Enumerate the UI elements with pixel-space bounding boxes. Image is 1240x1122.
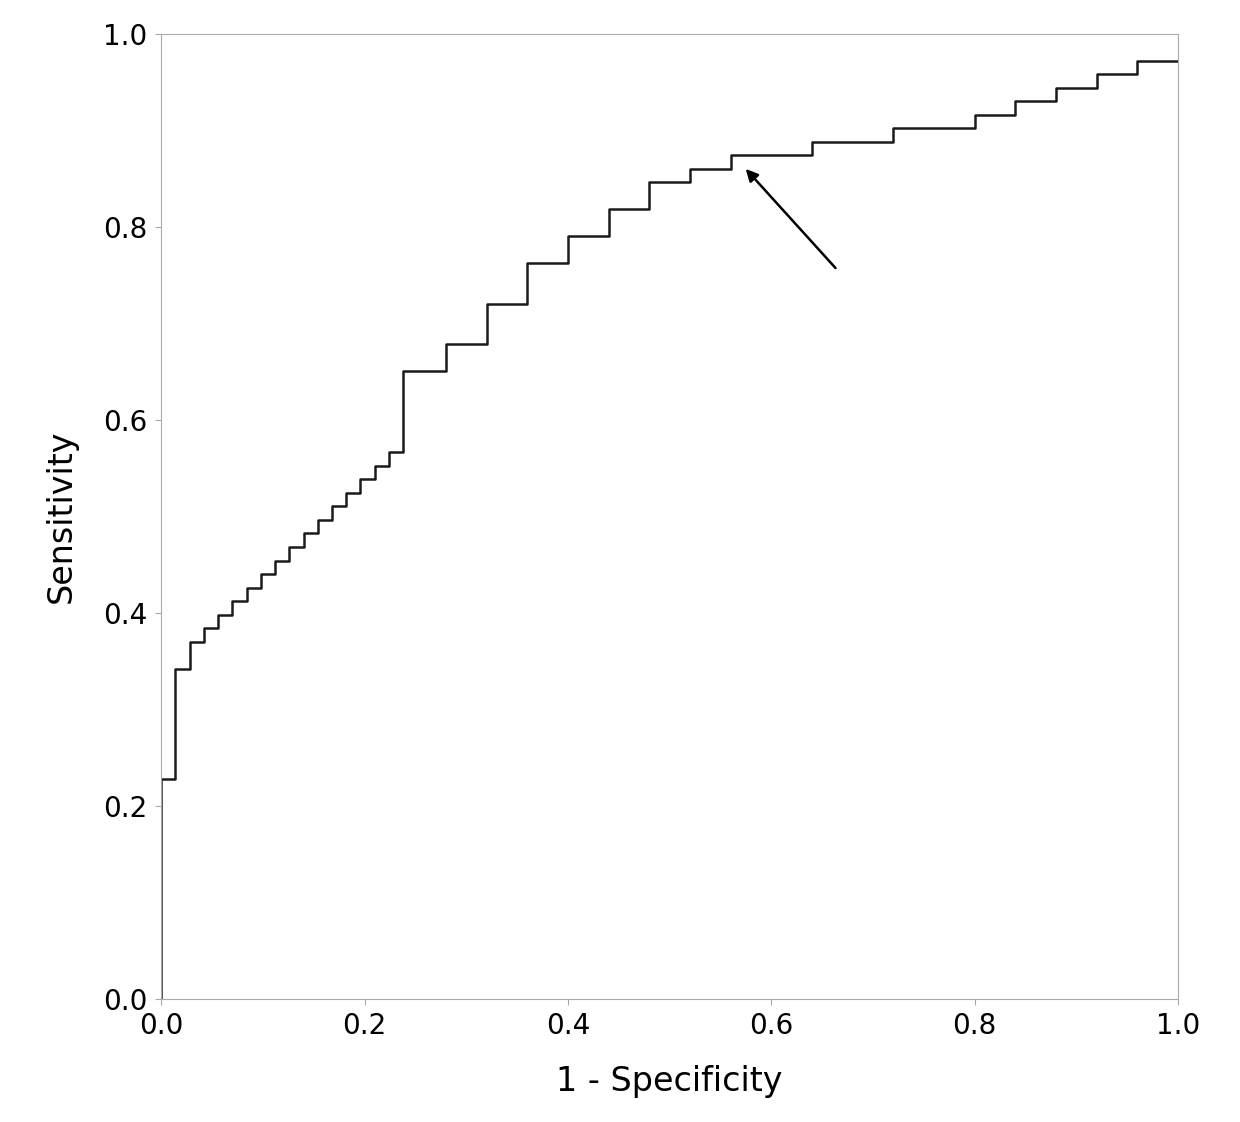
Y-axis label: Sensitivity: Sensitivity (45, 430, 78, 603)
X-axis label: 1 - Specificity: 1 - Specificity (557, 1066, 782, 1098)
